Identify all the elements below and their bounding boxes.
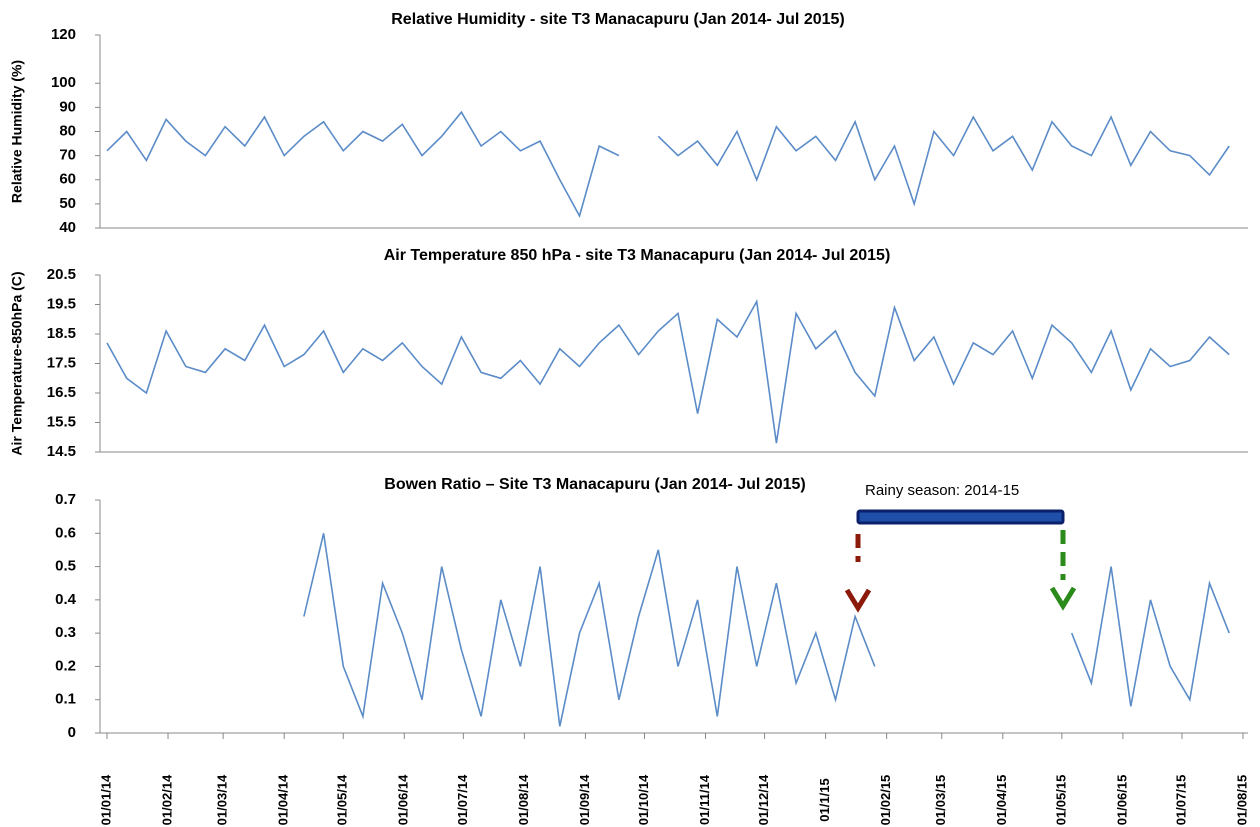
rainy-season-marker: [844, 509, 1077, 613]
y-tick-label: 0.3: [55, 624, 76, 641]
y-tick-label: 19.5: [47, 295, 76, 312]
y-tick-label: 0.1: [55, 691, 76, 708]
y-tick-label: 0.2: [55, 657, 76, 674]
x-tick-label: 01/09/14: [577, 774, 592, 825]
chart-title: Bowen Ratio – Site T3 Manacapuru (Jan 20…: [384, 476, 805, 493]
y-tick-label: 50: [59, 195, 76, 212]
y-tick-label: 0.7: [55, 491, 76, 508]
y-tick-label: 20.5: [47, 266, 76, 283]
y-tick-label: 16.5: [47, 384, 76, 401]
y-axis-label: Air Temperature-850hPa (C): [9, 271, 25, 455]
chart-title: Air Temperature 850 hPa - site T3 Manaca…: [384, 247, 891, 264]
x-tick-label: 01/04/14: [276, 774, 291, 825]
y-tick-label: 14.5: [47, 443, 76, 460]
chart-title: Relative Humidity - site T3 Manacapuru (…: [391, 11, 845, 28]
x-tick-label: 01/04/15: [994, 775, 1009, 826]
x-tick-label: 01/07/14: [455, 774, 470, 825]
y-tick-label: 0.6: [55, 524, 76, 541]
rainy-season-bar: [856, 509, 1065, 525]
x-tick-label: 01/06/15: [1114, 775, 1129, 826]
x-tick-label: 01/06/14: [396, 774, 411, 825]
y-tick-label: 17.5: [47, 354, 76, 371]
y-tick-label: 100: [51, 74, 76, 91]
end-arrow-head: [1049, 586, 1077, 611]
y-tick-label: 0: [68, 724, 76, 741]
x-tick-label: 01/10/14: [636, 774, 651, 825]
y-tick-label: 90: [59, 98, 76, 115]
y-tick-label: 80: [59, 122, 76, 139]
data-line: [106, 110, 1230, 219]
x-tick-label: 01/05/15: [1053, 775, 1068, 826]
y-tick-label: 120: [51, 26, 76, 43]
y-tick-label: 60: [59, 171, 76, 188]
x-tick-label: 01/03/15: [933, 775, 948, 826]
y-tick-label: 70: [59, 147, 76, 164]
x-tick-label: 01/03/14: [215, 774, 230, 825]
x-tick-label: 01/08/14: [516, 774, 531, 825]
x-tick-label: 01/12/14: [756, 774, 771, 825]
onset-arrow-head: [844, 588, 872, 613]
data-line: [106, 299, 1230, 444]
y-tick-label: 40: [59, 219, 76, 236]
x-tick-label: 01/02/14: [159, 774, 174, 825]
x-tick-label: 01/05/14: [335, 774, 350, 825]
y-tick-label: 0.5: [55, 558, 76, 575]
x-tick-label: 01/01/14: [98, 774, 113, 825]
y-tick-label: 0.4: [55, 591, 77, 608]
x-tick-label: 01/02/15: [878, 775, 893, 826]
y-tick-label: 15.5: [47, 413, 76, 430]
annotation: Rainy season: 2014-15: [865, 482, 1019, 499]
x-tick-label: 01/07/15: [1173, 775, 1188, 826]
x-tick-label: 01/08/15: [1234, 775, 1249, 826]
x-tick-label: 01/1/15: [817, 778, 832, 821]
y-tick-label: 18.5: [47, 325, 76, 342]
data-line: [303, 533, 1230, 727]
x-tick-label: 01/11/14: [697, 774, 712, 825]
y-axis-label: Relative Humidity (%): [9, 60, 25, 203]
